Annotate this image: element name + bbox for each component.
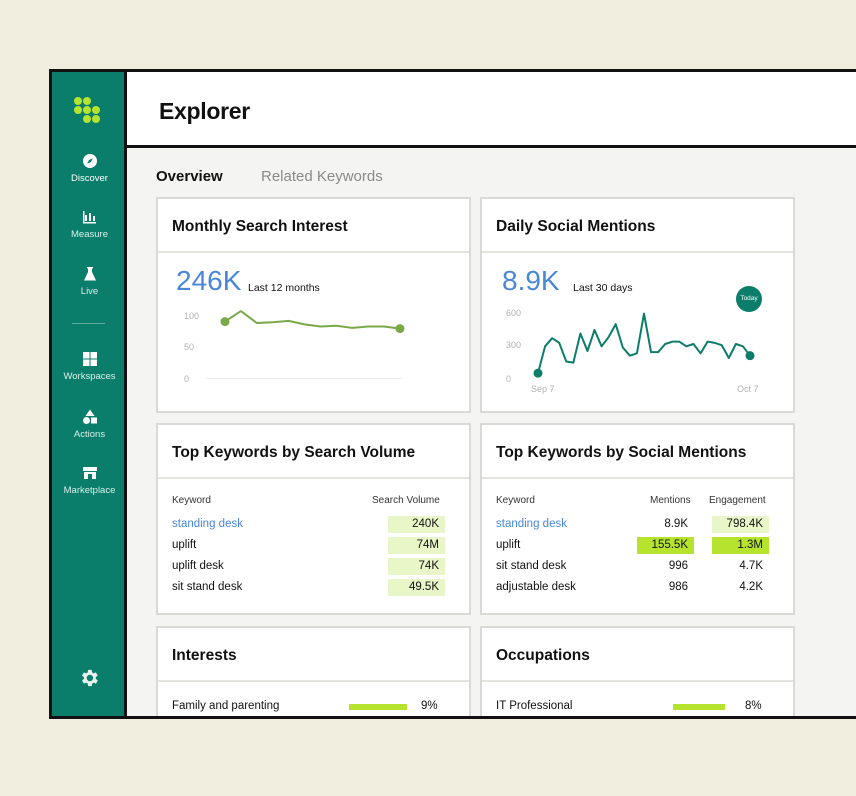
card-divider: [158, 680, 469, 682]
grid-icon: [82, 352, 97, 366]
y-tick: 0: [184, 374, 190, 384]
data-point[interactable]: [220, 317, 230, 327]
monthly-line-chart: [220, 310, 405, 334]
keyword-cell: sit stand desk: [172, 581, 243, 593]
gear-icon[interactable]: [78, 667, 100, 689]
daily-period: Last 30 days: [573, 282, 633, 294]
engagement-cell: 1.3M: [712, 537, 769, 554]
column-header: Engagement: [709, 495, 766, 506]
y-tick: 300: [506, 340, 522, 350]
sidebar-item-label: Discover: [71, 173, 108, 184]
card-divider: [482, 680, 793, 682]
engagement-cell: 4.7K: [739, 560, 763, 572]
mentions-cell: 986: [668, 581, 688, 593]
tab-overview[interactable]: Overview: [156, 168, 223, 185]
sidebar-item-actions[interactable]: Actions: [52, 409, 127, 440]
sidebar-item-label: Live: [80, 286, 99, 297]
sidebar-item-label: Workspaces: [63, 371, 116, 382]
mentions-cell: 996: [668, 560, 688, 572]
app-window: Discover Measure Live Workspaces Actions…: [49, 69, 856, 719]
series-line: [537, 312, 751, 374]
monthly-period: Last 12 months: [248, 282, 320, 294]
engagement-cell: 4.2K: [739, 581, 763, 593]
today-badge: Today: [736, 286, 762, 312]
card-title: Daily Social Mentions: [496, 218, 656, 235]
occupations-card: Occupations IT Professional 8%: [480, 626, 795, 716]
shapes-icon: [82, 409, 97, 424]
interest-label: Family and parenting: [172, 700, 280, 712]
sidebar-item-measure[interactable]: Measure: [52, 209, 127, 240]
top-keywords-social-card: Top Keywords by Social Mentions Keyword …: [480, 423, 795, 615]
search-volume-cell: 74M: [388, 537, 445, 554]
keyword-link[interactable]: standing desk: [172, 518, 243, 530]
data-point[interactable]: [533, 368, 543, 378]
sidebar-item-live[interactable]: Live: [52, 266, 127, 297]
column-header: Keyword: [496, 495, 535, 506]
monthly-search-interest-card: Monthly Search Interest 246K Last 12 mon…: [156, 197, 471, 413]
tab-related-keywords[interactable]: Related Keywords: [261, 168, 383, 185]
sidebar-item-workspaces[interactable]: Workspaces: [52, 351, 127, 382]
mentions-cell: 8.9K: [664, 518, 688, 530]
sidebar-item-label: Measure: [71, 229, 108, 240]
keyword-cell: uplift: [172, 539, 197, 551]
search-volume-cell: 240K: [388, 516, 445, 533]
keyword-cell: uplift: [496, 539, 521, 551]
store-icon: [82, 467, 97, 479]
app-logo-icon[interactable]: [74, 97, 104, 127]
y-tick: 600: [506, 308, 522, 318]
top-keywords-search-card: Top Keywords by Search Volume Keyword Se…: [156, 423, 471, 615]
series-line: [224, 310, 401, 330]
column-header: Keyword: [172, 495, 211, 506]
sidebar-item-discover[interactable]: Discover: [52, 153, 127, 184]
occupation-bar: [673, 704, 725, 710]
y-tick: 50: [184, 342, 195, 352]
occupation-percent: 8%: [745, 700, 762, 712]
keyword-cell: sit stand desk: [496, 560, 567, 572]
interest-percent: 9%: [421, 700, 438, 712]
column-header: Search Volume: [372, 495, 440, 506]
daily-value: 8.9K: [502, 265, 560, 296]
interests-card: Interests Family and parenting 9%: [156, 626, 471, 716]
sidebar-divider: [72, 323, 105, 324]
sidebar-item-label: Actions: [73, 429, 106, 440]
keyword-link[interactable]: standing desk: [496, 518, 567, 530]
engagement-cell: 798.4K: [712, 516, 769, 533]
card-title: Interests: [172, 647, 237, 664]
bar-chart-icon: [82, 211, 96, 224]
x-tick: Oct 7: [737, 384, 759, 394]
occupation-label: IT Professional: [496, 700, 573, 712]
keyword-cell: uplift desk: [172, 560, 224, 572]
card-divider: [482, 477, 793, 479]
baseline: [206, 378, 402, 379]
card-title: Monthly Search Interest: [172, 218, 348, 235]
sidebar: Discover Measure Live Workspaces Actions…: [52, 72, 127, 716]
data-point[interactable]: [745, 351, 755, 361]
card-divider: [482, 251, 793, 253]
sidebar-item-label: Marketplace: [63, 485, 116, 496]
y-tick: 0: [506, 374, 512, 384]
daily-social-mentions-card: Daily Social Mentions 8.9K Last 30 days …: [480, 197, 795, 413]
mentions-cell: 155.5K: [637, 537, 694, 554]
y-tick: 100: [184, 311, 200, 321]
card-title: Top Keywords by Search Volume: [172, 444, 416, 461]
card-divider: [158, 251, 469, 253]
data-point[interactable]: [395, 324, 405, 334]
page-header: Explorer: [127, 72, 856, 148]
daily-line-chart: [533, 312, 755, 378]
flask-icon: [83, 267, 96, 281]
card-title: Occupations: [496, 647, 590, 664]
search-volume-cell: 49.5K: [388, 579, 445, 596]
x-tick: Sep 7: [531, 384, 555, 394]
sidebar-item-marketplace[interactable]: Marketplace: [52, 465, 127, 496]
column-header: Mentions: [650, 495, 691, 506]
keyword-cell: adjustable desk: [496, 581, 576, 593]
card-divider: [158, 477, 469, 479]
interest-bar: [349, 704, 407, 710]
compass-icon: [82, 154, 97, 168]
card-title: Top Keywords by Social Mentions: [496, 444, 747, 461]
page-title: Explorer: [159, 98, 250, 124]
monthly-value: 246K: [176, 265, 242, 296]
search-volume-cell: 74K: [388, 558, 445, 575]
